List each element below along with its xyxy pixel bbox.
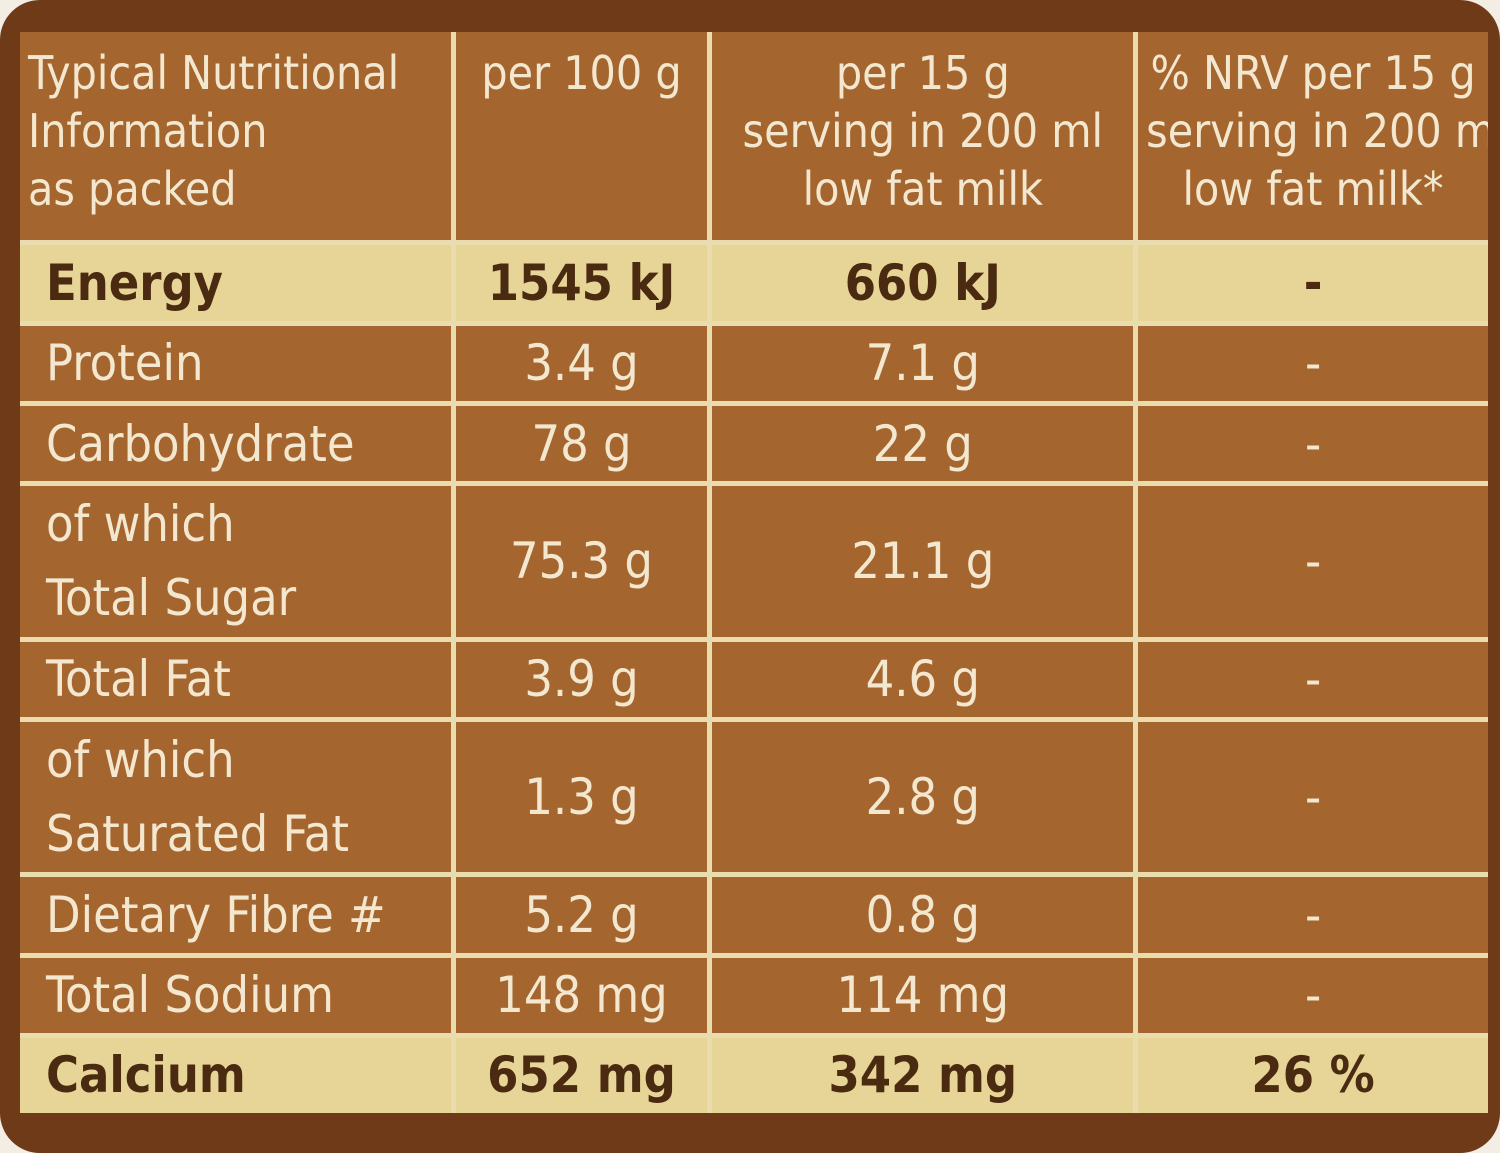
- row-label: Total Fat: [20, 636, 456, 722]
- value-cell: 78 g: [450, 400, 713, 487]
- value-cell: -: [1133, 872, 1488, 958]
- value-cell: 3.4 g: [450, 320, 713, 406]
- header-cell: % NRV per 15 g serving in 200 ml low fat m…: [1133, 32, 1488, 245]
- value-cell: -: [1133, 320, 1488, 406]
- nutrition-table: Typical Nutritional Information as packed p…: [20, 32, 1488, 1113]
- value-cell: 22 g: [707, 400, 1139, 487]
- value-cell: 660 kJ: [707, 239, 1139, 326]
- table-row: Protein 3.4 g 7.1 g-: [20, 320, 1488, 406]
- row-label: Dietary Fibre #: [20, 872, 456, 958]
- text-line: Total Sugar: [46, 569, 297, 628]
- text-line: serving in 200 ml: [742, 104, 1104, 158]
- table-row: Carbohydrate 78 g 22 g-: [20, 400, 1488, 487]
- text-line: serving in 200 ml: [1146, 104, 1488, 158]
- header-cell: per 15 g serving in 200 ml low fat milk: [707, 32, 1139, 245]
- value-cell: 0.8 g: [707, 872, 1139, 958]
- text-line: Dietary Fibre #: [46, 885, 386, 944]
- row-label: Calcium: [20, 1032, 456, 1113]
- value-cell: 114 mg: [707, 952, 1139, 1038]
- row-label: Protein: [20, 320, 456, 406]
- value-cell: -: [1133, 400, 1488, 487]
- value-cell: -: [1133, 716, 1488, 878]
- row-label: Carbohydrate: [20, 400, 456, 487]
- table-row: of which Total Sugar 75.3 g 21.1 g-: [20, 481, 1488, 642]
- text-line: per 15 g: [835, 46, 1010, 100]
- value-cell: 75.3 g: [450, 481, 713, 642]
- text-line: as packed: [28, 162, 237, 216]
- text-line: low fat milk: [802, 162, 1043, 216]
- value-cell: 26 %: [1133, 1032, 1488, 1113]
- value-cell: 7.1 g: [707, 320, 1139, 406]
- value-cell: 1.3 g: [450, 716, 713, 878]
- value-cell: 3.9 g: [450, 636, 713, 722]
- table-row: Calcium 652 mg 342 mg 26 %: [20, 1032, 1488, 1113]
- text-line: Carbohydrate: [46, 414, 355, 473]
- text-line: Calcium: [46, 1046, 246, 1105]
- value-cell: 1545 kJ: [450, 239, 713, 326]
- header-cell: per 100 g: [450, 32, 713, 245]
- value-cell: -: [1133, 952, 1488, 1038]
- text-line: per 100 g: [481, 46, 682, 100]
- text-line: % NRV per 15 g: [1150, 46, 1476, 100]
- value-cell: 21.1 g: [707, 481, 1139, 642]
- value-cell: -: [1133, 239, 1488, 326]
- row-label: Total Sodium: [20, 952, 456, 1038]
- header-cell: Typical Nutritional Information as packed: [20, 32, 456, 245]
- text-line: of which: [46, 731, 235, 790]
- value-cell: -: [1133, 481, 1488, 642]
- table-row: Total Fat 3.9 g 4.6 g-: [20, 636, 1488, 722]
- text-line: Total Fat: [46, 650, 231, 709]
- text-line: Total Sodium: [46, 966, 334, 1025]
- table-row: Dietary Fibre # 5.2 g 0.8 g-: [20, 872, 1488, 958]
- value-cell: -: [1133, 636, 1488, 722]
- text-line: Protein: [46, 334, 204, 393]
- value-cell: 342 mg: [707, 1032, 1139, 1113]
- text-line: Typical Nutritional: [28, 46, 400, 100]
- row-label: of which Saturated Fat: [20, 716, 456, 878]
- text-line: of which: [46, 495, 235, 554]
- row-label: of which Total Sugar: [20, 481, 456, 642]
- table-row: Energy 1545 kJ 660 kJ -: [20, 239, 1488, 326]
- value-cell: 652 mg: [450, 1032, 713, 1113]
- row-label: Energy: [20, 239, 456, 326]
- table-row: Total Sodium 148 mg 114 mg -: [20, 952, 1488, 1038]
- value-cell: 5.2 g: [450, 872, 713, 958]
- value-cell: 2.8 g: [707, 716, 1139, 878]
- text-line: Information: [28, 104, 268, 158]
- value-cell: 4.6 g: [707, 636, 1139, 722]
- table-row: of which Saturated Fat 1.3 g 2.8 g-: [20, 716, 1488, 878]
- value-cell: 148 mg: [450, 952, 713, 1038]
- text-line: low fat milk*: [1182, 162, 1444, 216]
- text-line: Saturated Fat: [46, 805, 349, 864]
- text-line: Energy: [46, 253, 224, 312]
- header-row: Typical Nutritional Information as packed p…: [20, 32, 1488, 245]
